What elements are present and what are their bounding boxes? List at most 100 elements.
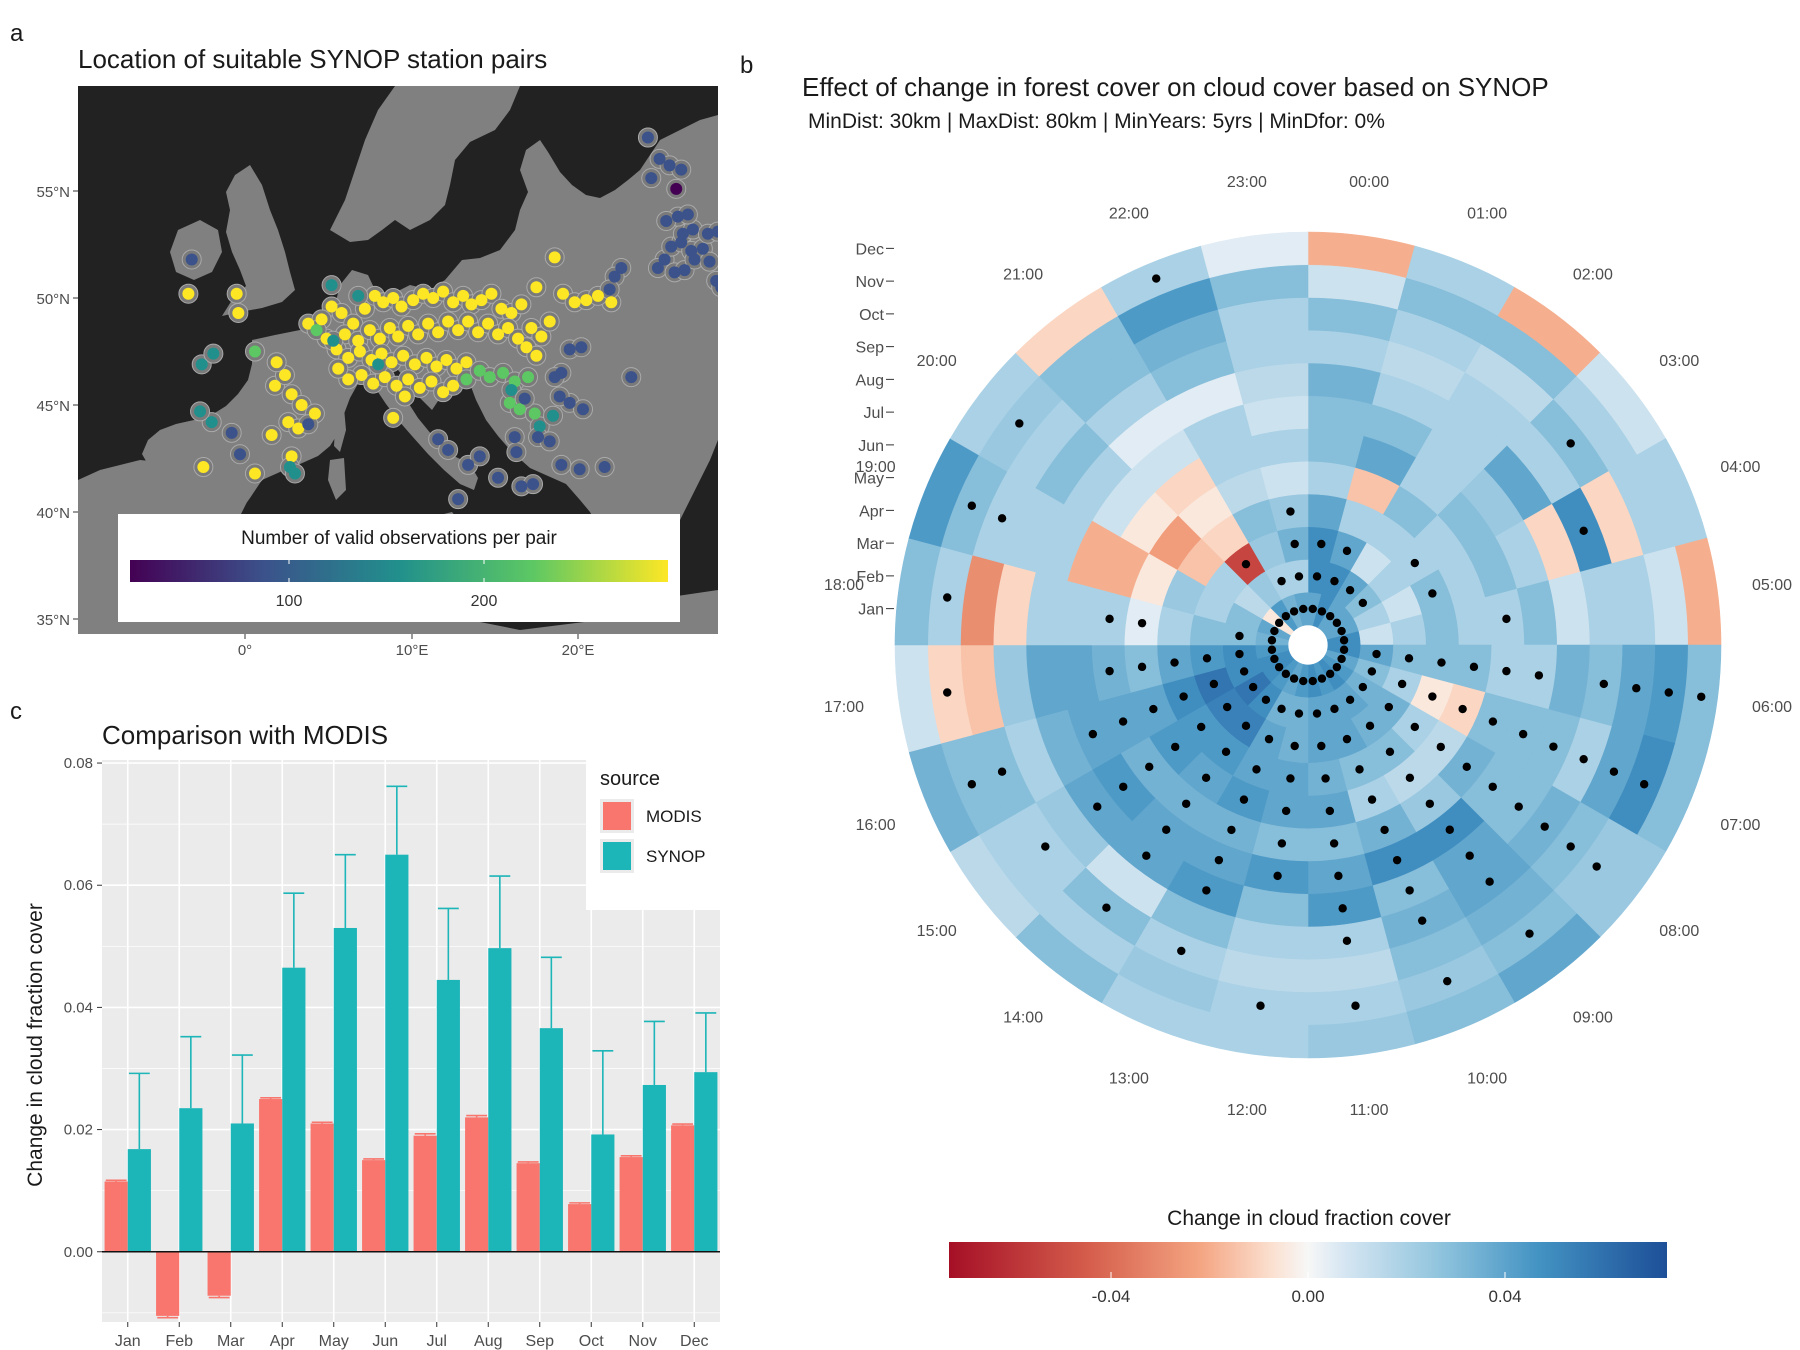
- hour-label: 23:00: [1227, 174, 1267, 191]
- station-marker: [528, 407, 541, 420]
- significance-dot: [1502, 614, 1511, 624]
- significance-dot: [1105, 666, 1114, 676]
- station-marker: [432, 433, 445, 446]
- month-label: Feb: [856, 569, 884, 586]
- significance-dot: [1579, 526, 1588, 536]
- station-marker: [295, 399, 308, 411]
- bar-title: Comparison with MODIS: [102, 720, 389, 750]
- heatmap-cell: [1251, 428, 1309, 468]
- station-marker: [512, 332, 525, 345]
- station-marker: [373, 332, 386, 345]
- lat-tick: 40°N: [36, 505, 70, 522]
- station-map: 55°N 50°N 45°N 40°N 35°N 0° 10°E 20°E Nu…: [36, 86, 718, 659]
- land-sardinia: [328, 458, 346, 500]
- station-marker: [473, 364, 486, 377]
- station-marker: [437, 285, 450, 298]
- significance-dot: [1410, 722, 1420, 732]
- significance-dot: [1015, 419, 1024, 428]
- station-marker: [383, 321, 396, 334]
- bar-modis: [568, 1204, 592, 1252]
- hour-label: 04:00: [1720, 459, 1760, 476]
- station-marker: [232, 306, 245, 319]
- station-marker: [347, 317, 360, 330]
- significance-dot: [1273, 871, 1282, 881]
- legend-title: source: [600, 768, 660, 790]
- significance-dot: [1632, 684, 1641, 693]
- panel-label-b: b: [740, 52, 754, 79]
- lon-axis: 0° 10°E 20°E: [238, 634, 594, 659]
- station-marker: [665, 240, 678, 253]
- significance-dot: [1540, 822, 1549, 831]
- significance-dot: [1312, 709, 1322, 718]
- hour-label: 12:00: [1227, 1102, 1267, 1119]
- significance-dot: [1410, 558, 1420, 568]
- month-label: Jan: [858, 602, 884, 619]
- polar-legend-title: Change in cloud fraction cover: [1167, 1207, 1451, 1230]
- hour-label: 07:00: [1720, 817, 1760, 834]
- significance-dot: [1149, 704, 1158, 714]
- hour-label: 21:00: [1003, 267, 1043, 284]
- significance-dot: [1342, 546, 1352, 556]
- significance-dot: [1405, 773, 1415, 782]
- hour-label: 08:00: [1659, 923, 1699, 940]
- map-title: Location of suitable SYNOP station pairs: [78, 44, 548, 74]
- station-marker: [440, 354, 453, 367]
- significance-dot: [1241, 721, 1251, 731]
- significance-dot: [1345, 585, 1355, 595]
- map-legend-tick: 100: [276, 593, 303, 610]
- station-marker: [387, 292, 400, 304]
- station-marker: [352, 289, 365, 302]
- hour-label: 16:00: [856, 817, 896, 834]
- hour-label: 19:00: [856, 459, 896, 476]
- heatmap-cell: [1307, 428, 1365, 468]
- station-marker: [452, 493, 465, 506]
- station-marker: [641, 131, 654, 144]
- station-marker: [668, 266, 681, 279]
- significance-dot: [1088, 729, 1098, 739]
- station-marker: [675, 163, 688, 176]
- station-marker: [653, 152, 666, 165]
- significance-dot: [1235, 631, 1244, 641]
- lat-tick: 45°N: [36, 398, 70, 415]
- significance-dot: [1337, 626, 1346, 636]
- station-marker: [701, 227, 714, 240]
- significance-dot: [1281, 806, 1291, 816]
- significance-dot: [1425, 799, 1435, 808]
- station-marker: [327, 334, 340, 347]
- month-label: Nov: [856, 274, 884, 291]
- station-marker: [603, 283, 616, 296]
- significance-dot: [1179, 692, 1188, 701]
- lon-tick: 0°: [238, 642, 252, 659]
- significance-dot: [1290, 741, 1299, 751]
- hour-label: 00:00: [1349, 174, 1389, 191]
- significance-dot: [1317, 539, 1326, 549]
- hour-label: 15:00: [917, 923, 957, 940]
- station-marker: [485, 287, 498, 300]
- month-label: Jun: [858, 438, 884, 455]
- station-marker: [575, 341, 588, 354]
- land-scandinavia: [330, 86, 520, 242]
- station-marker: [520, 341, 533, 354]
- significance-dot: [1142, 851, 1151, 860]
- month-label: May: [854, 471, 884, 488]
- station-marker: [408, 358, 421, 371]
- station-marker: [548, 371, 561, 384]
- significance-dot: [967, 780, 977, 789]
- station-marker: [527, 478, 540, 491]
- station-marker: [532, 431, 545, 444]
- significance-dot: [1445, 825, 1454, 834]
- significance-dot: [1177, 946, 1186, 956]
- significance-dot: [1239, 667, 1249, 676]
- significance-dot: [1308, 676, 1317, 686]
- significance-dot: [1380, 825, 1389, 835]
- station-marker: [591, 289, 604, 302]
- station-marker: [308, 407, 321, 420]
- station-marker: [645, 172, 658, 185]
- map-legend: Number of valid observations per pair 10…: [118, 514, 680, 622]
- hour-label: 06:00: [1752, 699, 1792, 716]
- bar-modis: [671, 1125, 695, 1252]
- significance-dot: [1299, 676, 1308, 686]
- station-marker: [288, 467, 301, 480]
- polar-legend: Change in cloud fraction cover -0.04 0.0…: [949, 1207, 1667, 1306]
- bar-legend: source MODIS SYNOP: [586, 760, 720, 910]
